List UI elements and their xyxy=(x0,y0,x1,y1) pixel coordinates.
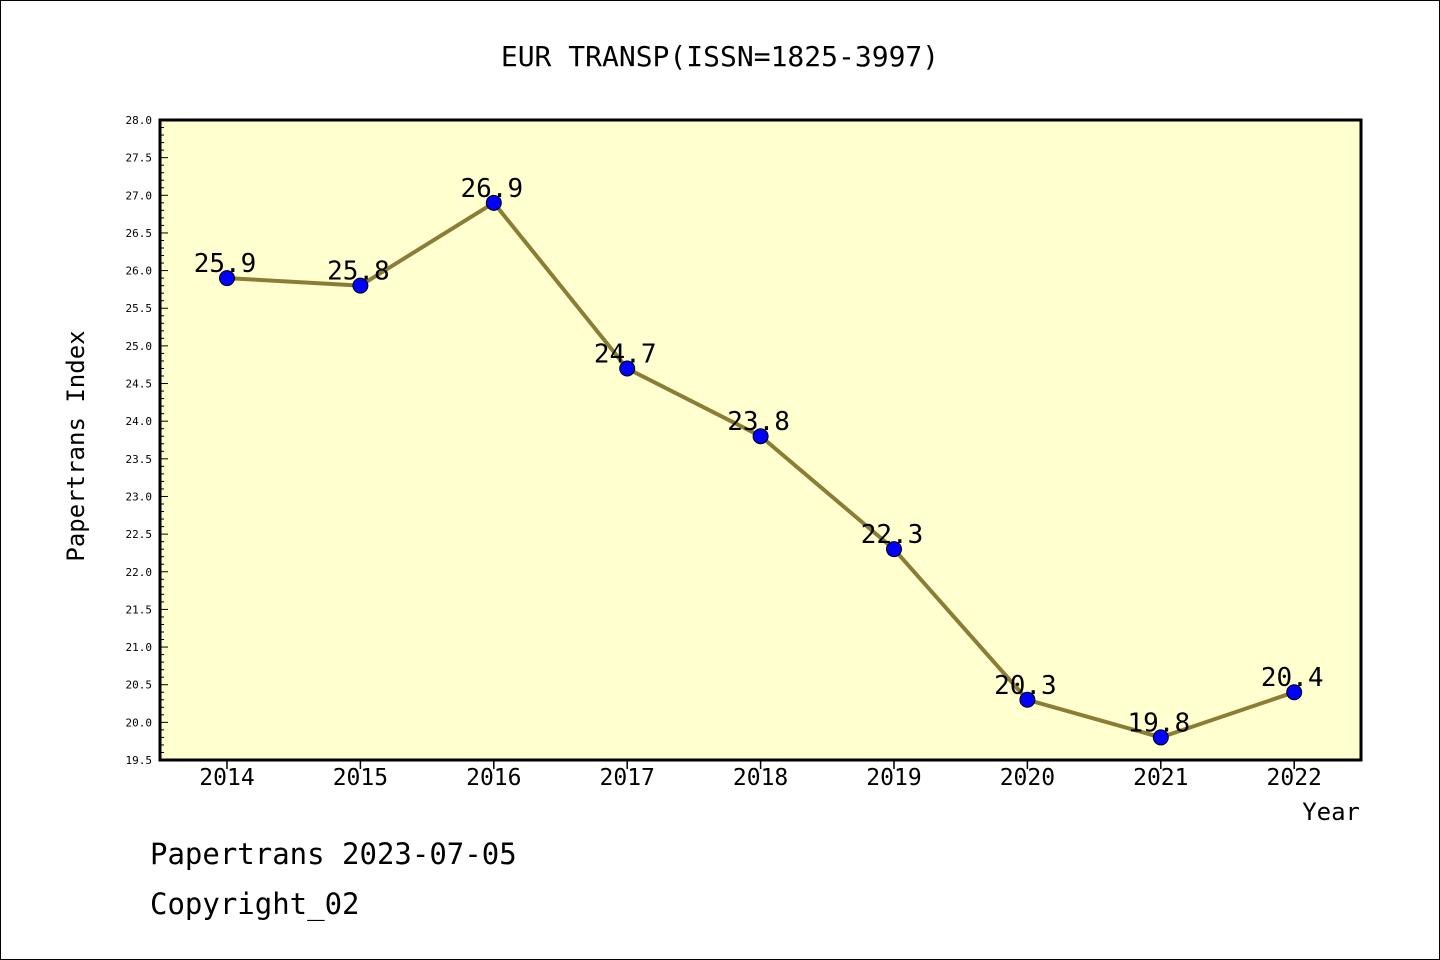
x-tick-label: 2016 xyxy=(466,765,521,791)
data-label: 24.7 xyxy=(594,339,657,369)
y-tick-label: 22.5 xyxy=(126,528,153,541)
data-point xyxy=(752,428,769,445)
y-tick-label: 27.0 xyxy=(126,189,153,202)
x-tick-label: 2020 xyxy=(1000,765,1055,791)
y-tick-label: 19.5 xyxy=(126,754,153,767)
y-tick-label: 24.0 xyxy=(126,415,153,428)
y-tick-label: 21.0 xyxy=(126,641,153,654)
y-tick-label: 27.5 xyxy=(126,152,153,165)
data-point xyxy=(619,360,636,377)
data-point xyxy=(886,541,902,558)
footer-line-2: Copyright_02 xyxy=(150,887,360,922)
y-axis-label: Papertrans Index xyxy=(62,330,90,561)
series-line-group: 25.9 25.8 26.9 24.7 23.8 22.3 20.3 19.8 20.4 xyxy=(194,174,1324,746)
data-point xyxy=(485,194,502,211)
chart-title: EUR TRANSP(ISSN=1825-3997) xyxy=(501,40,939,73)
x-tick-label: 2014 xyxy=(199,765,254,791)
x-tick-label: 2022 xyxy=(1267,765,1322,791)
data-point xyxy=(352,277,369,294)
data-point xyxy=(1286,684,1303,701)
data-label: 19.8 xyxy=(1127,708,1190,738)
y-tick-label: 20.0 xyxy=(126,716,153,729)
x-tick-label: 2015 xyxy=(333,765,388,791)
plot-border xyxy=(158,118,1363,762)
data-label: 26.9 xyxy=(460,174,523,204)
y-tick-label: 23.0 xyxy=(126,490,153,503)
x-axis: 2014 2015 2016 2017 2018 2019 2020 2021 2022 xyxy=(199,760,1322,791)
y-tick-label: 26.0 xyxy=(126,265,153,278)
y-axis: 19.5 20.0 20.5 21.0 21.5 22.0 22.5 23.0 23.5 24.0… xyxy=(126,114,168,767)
data-point xyxy=(1019,691,1036,708)
x-tick-label: 2021 xyxy=(1133,765,1188,791)
data-label: 20.4 xyxy=(1261,663,1324,693)
data-point xyxy=(1152,729,1169,746)
x-tick-label: 2018 xyxy=(733,765,788,791)
data-label: 23.8 xyxy=(727,407,790,437)
y-tick-label: 24.5 xyxy=(126,378,153,391)
y-tick-label: 20.5 xyxy=(126,679,153,692)
x-axis-label: Year xyxy=(1302,798,1360,826)
x-tick-label: 2019 xyxy=(866,765,921,791)
data-label: 22.3 xyxy=(861,520,924,550)
data-label: 20.3 xyxy=(994,671,1057,701)
y-tick-label: 23.5 xyxy=(126,453,153,466)
y-tick-label: 25.0 xyxy=(126,340,153,353)
y-tick-label: 26.5 xyxy=(126,227,153,240)
data-label: 25.8 xyxy=(327,257,390,287)
y-tick-label: 28.0 xyxy=(126,114,153,127)
y-tick-label: 21.5 xyxy=(126,603,153,616)
x-tick-label: 2017 xyxy=(600,765,655,791)
data-label: 25.9 xyxy=(194,249,257,279)
y-tick-label: 22.0 xyxy=(126,566,153,579)
y-tick-label: 25.5 xyxy=(126,302,153,315)
data-point xyxy=(219,270,235,287)
footer-line-1: Papertrans 2023-07-05 xyxy=(150,837,517,871)
